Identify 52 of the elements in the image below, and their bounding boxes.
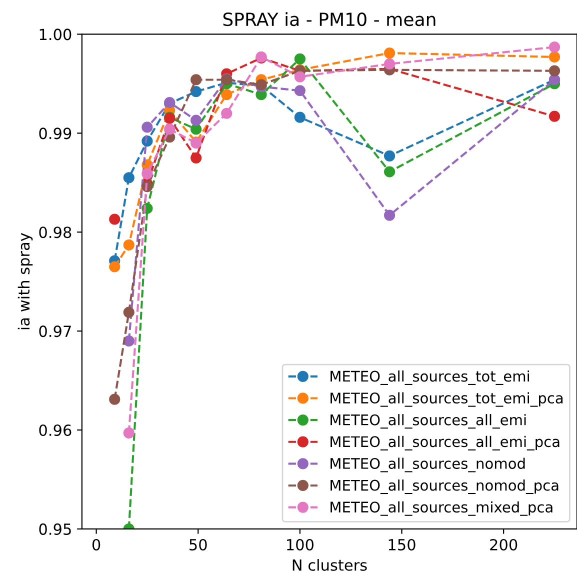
point [109, 394, 120, 405]
point [190, 86, 202, 98]
legend-label: METEO_all_sources_all_emi [330, 414, 526, 429]
point [123, 335, 134, 347]
chart-title: SPRAY ia - PM10 - mean [223, 12, 436, 26]
point [548, 42, 560, 53]
x-tick-label: 0 [92, 538, 100, 551]
legend-label: METEO_all_sources_tot_emi [330, 370, 529, 385]
x-tick-label: 150 [388, 538, 416, 551]
point [384, 47, 396, 59]
point [142, 122, 153, 133]
x-tick-label: 100 [287, 538, 314, 551]
point [384, 150, 396, 162]
point [190, 152, 202, 164]
x-axis-title: N clusters [292, 559, 367, 571]
legend-label: METEO_all_sources_all_emi_pca [330, 436, 560, 450]
point [190, 114, 202, 126]
point [164, 124, 176, 135]
point [221, 108, 232, 119]
point [548, 51, 560, 63]
x-tick-label: 200 [490, 538, 518, 551]
y-tick-label: 0.98 [39, 226, 72, 238]
point [123, 239, 134, 251]
point [123, 427, 134, 439]
legend-label: METEO_all_sources_nomod [330, 458, 525, 472]
y-tick-label: 0.97 [39, 326, 71, 338]
y-tick-label: 0.99 [39, 128, 72, 140]
point [294, 71, 306, 82]
y-tick-label: 0.96 [39, 424, 72, 436]
point [190, 124, 202, 135]
y-tick-label: 1.00 [40, 28, 72, 40]
point [221, 89, 232, 100]
point [294, 112, 306, 123]
point [294, 85, 306, 96]
legend-label: METEO_all_sources_nomod_pca [330, 480, 558, 494]
x-tick-label: 50 [190, 538, 207, 551]
y-axis-title: ia with spray [18, 233, 33, 330]
point [142, 168, 153, 180]
point [384, 210, 396, 221]
point [190, 74, 202, 86]
point [109, 214, 120, 225]
point [123, 306, 134, 318]
point [548, 65, 560, 76]
point [109, 261, 120, 272]
y-tick-label: 0.95 [39, 523, 71, 535]
legend-label: METEO_all_sources_mixed_pca [330, 501, 552, 516]
legend-label: METEO_all_sources_tot_emi_pca [330, 392, 563, 407]
point [384, 58, 396, 70]
point [123, 172, 134, 184]
point [384, 166, 396, 178]
point [294, 53, 306, 65]
point [548, 110, 560, 122]
